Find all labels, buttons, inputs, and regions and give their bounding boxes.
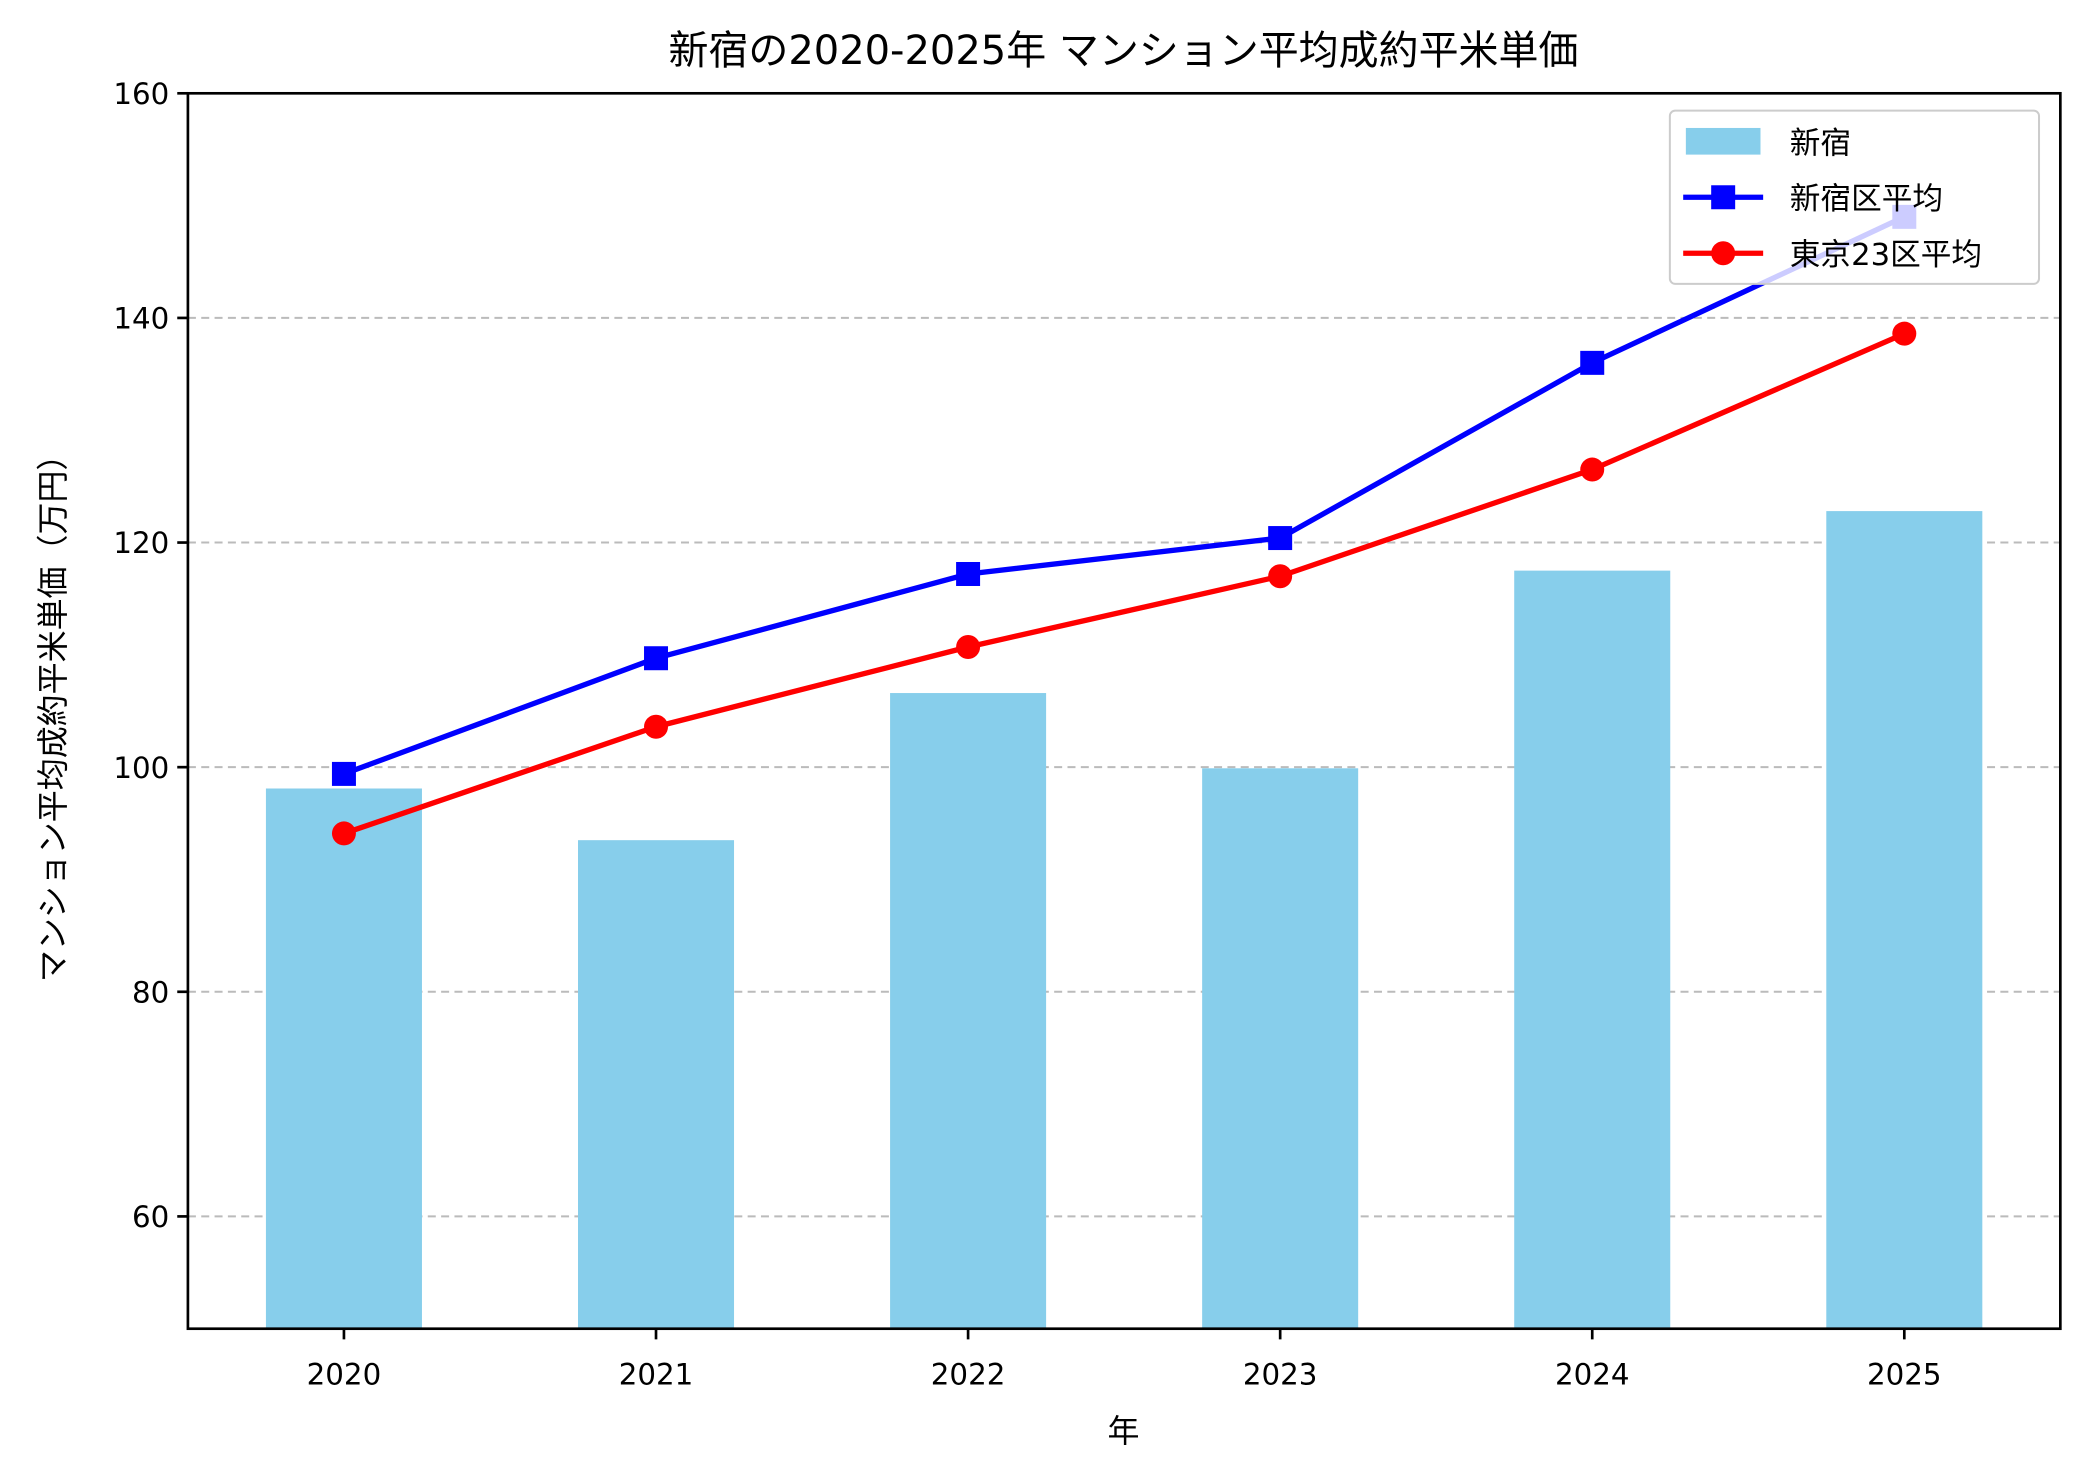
legend-label: 新宿 (1790, 126, 1851, 161)
y-tick-label: 120 (113, 526, 169, 560)
legend-marker-square (1711, 185, 1736, 210)
y-tick-label: 160 (113, 77, 169, 111)
legend-label: 東京23区平均 (1790, 238, 1982, 273)
legend-swatch-bar (1685, 127, 1761, 155)
series-line-2 (343, 331, 1906, 836)
bar (1202, 768, 1359, 1329)
chart-title: 新宿の2020-2025年 マンション平均成約平米単価 (668, 28, 1578, 74)
x-tick-label: 2021 (619, 1358, 694, 1392)
circle-marker (644, 714, 669, 739)
y-tick-label: 80 (132, 975, 169, 1009)
legend-marker-circle (1711, 241, 1736, 266)
y-tick-label: 100 (113, 751, 169, 785)
x-tick-label: 2020 (307, 1358, 382, 1392)
series-line-1 (343, 214, 1906, 777)
bar (890, 693, 1047, 1329)
square-marker (1580, 350, 1605, 375)
bar (1514, 570, 1671, 1329)
x-tick-label: 2025 (1867, 1358, 1942, 1392)
bar (265, 788, 422, 1329)
circle-marker (956, 635, 981, 659)
bar (577, 840, 735, 1329)
y-tick-label: 140 (113, 302, 169, 336)
square-marker (956, 562, 981, 586)
bar (1826, 511, 1983, 1329)
y-axis-label: マンション平均成約平米単価（万円） (34, 439, 72, 982)
x-tick-label: 2023 (1243, 1358, 1318, 1392)
circle-marker (1268, 564, 1293, 589)
square-marker (1268, 526, 1293, 551)
x-axis-label: 年 (1107, 1412, 1139, 1450)
plot-frame (186, 91, 2062, 1331)
circle-marker (1892, 321, 1917, 346)
circle-marker (331, 821, 356, 846)
circle-marker (1580, 457, 1605, 482)
x-tick-label: 2024 (1555, 1358, 1630, 1392)
square-marker (644, 646, 669, 671)
x-tick-label: 2022 (931, 1358, 1006, 1392)
square-marker (331, 761, 356, 786)
legend-label: 新宿区平均 (1790, 182, 1943, 217)
y-tick-label: 60 (132, 1200, 169, 1234)
